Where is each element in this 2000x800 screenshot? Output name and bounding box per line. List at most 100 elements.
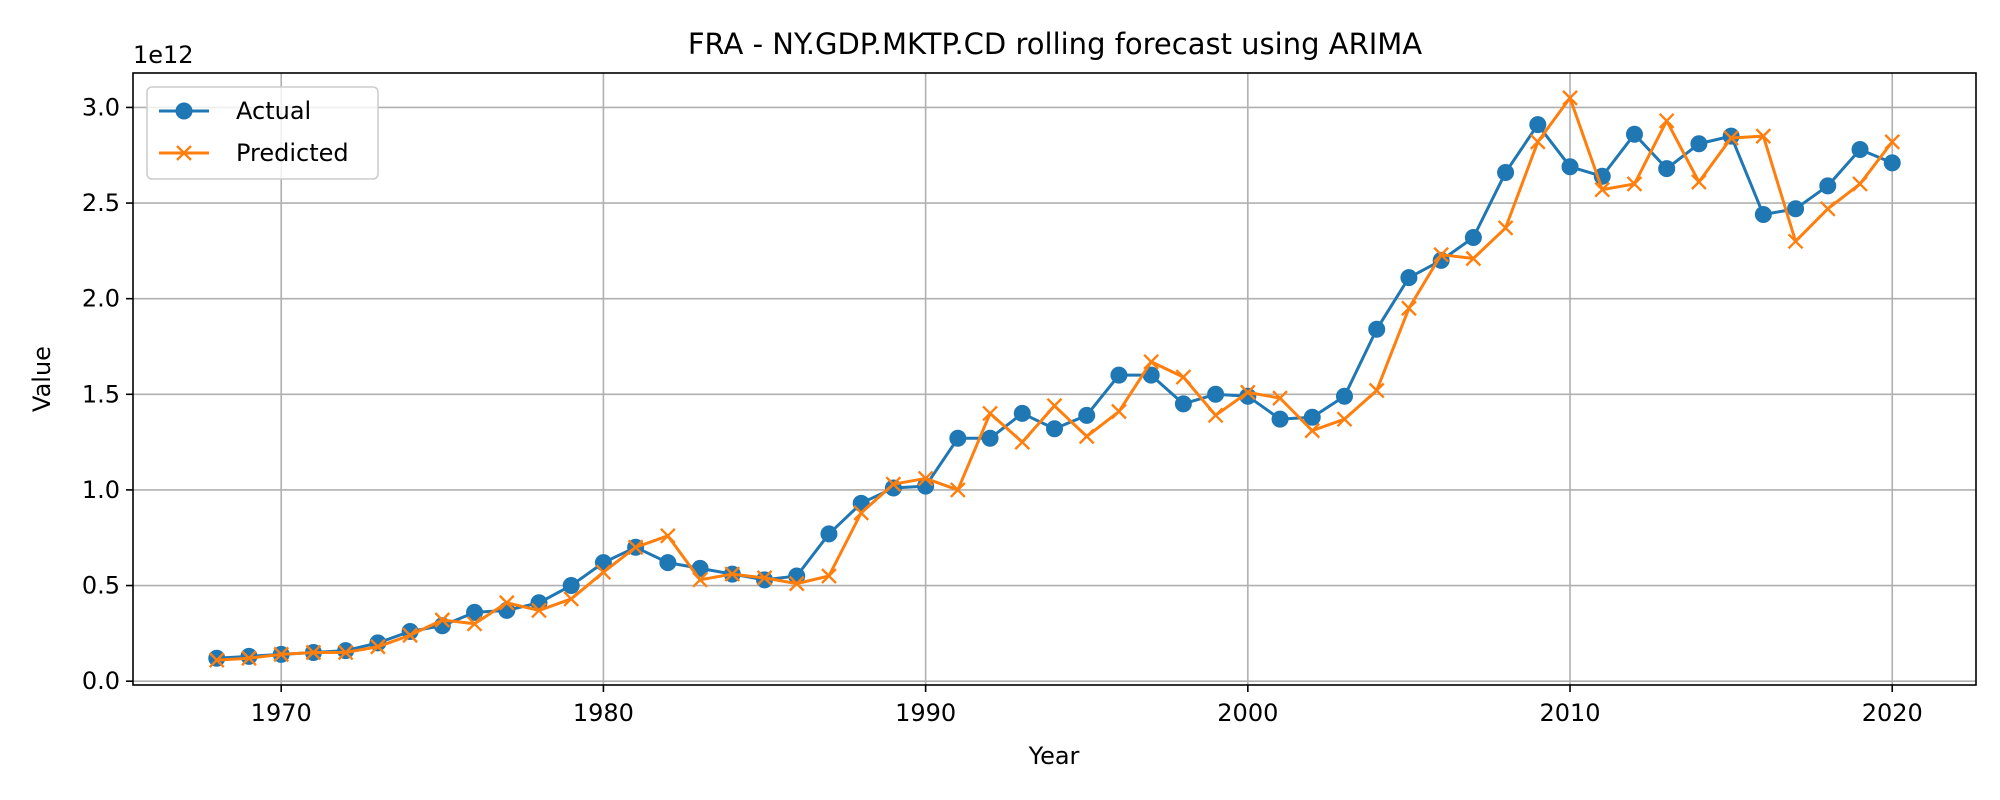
actual-point xyxy=(1046,420,1063,438)
actual-point xyxy=(1851,141,1869,158)
predicted-point xyxy=(1787,233,1804,250)
predicted-point xyxy=(1529,134,1546,150)
legend-marker-predicted xyxy=(176,145,192,161)
x-tick-label: 1980 xyxy=(573,699,634,727)
legend-item-predicted: Predicted xyxy=(159,139,349,167)
series-layer xyxy=(208,90,1901,668)
actual-point xyxy=(1335,387,1353,405)
predicted-point xyxy=(1658,112,1675,129)
predicted-point xyxy=(692,571,708,588)
predicted-point xyxy=(434,612,451,628)
predicted-point xyxy=(1111,403,1127,420)
predicted-point xyxy=(1497,220,1514,236)
predicted-point xyxy=(1046,397,1063,414)
predicted-point xyxy=(466,615,483,632)
predicted-point xyxy=(1465,250,1482,267)
predicted-point xyxy=(1401,300,1417,317)
predicted-point xyxy=(1143,353,1160,370)
predicted-point xyxy=(949,482,966,498)
predicted-point xyxy=(1207,407,1224,424)
actual-point xyxy=(466,603,484,621)
predicted-point xyxy=(208,652,225,668)
predicted-point xyxy=(756,570,773,586)
legend-item-actual: Actual xyxy=(159,97,311,125)
y-tick-label: 3.0 xyxy=(82,93,120,121)
predicted-point xyxy=(788,575,805,592)
actual-point xyxy=(1819,177,1837,195)
x-axis: 1970 1980 1990 2000 2010 2020 xyxy=(251,685,1923,727)
predicted-point xyxy=(821,568,837,584)
predicted-point xyxy=(1433,246,1449,263)
legend-label-actual: Actual xyxy=(236,97,311,125)
x-tick-label: 2010 xyxy=(1539,699,1600,727)
actual-point xyxy=(659,554,677,572)
actual-point xyxy=(1625,125,1643,143)
actual-point xyxy=(1400,269,1418,287)
legend-label-predicted: Predicted xyxy=(236,139,349,167)
predicted-point xyxy=(595,564,612,581)
x-axis-label: Year xyxy=(1028,742,1080,770)
predicted-point xyxy=(273,646,290,663)
actual-point xyxy=(949,429,967,447)
predicted-point xyxy=(563,591,580,607)
actual-point xyxy=(1529,116,1547,134)
y-tick-label: 2.0 xyxy=(82,285,120,313)
actual-point xyxy=(1174,395,1192,413)
actual-point xyxy=(1787,200,1805,218)
predicted-point xyxy=(305,644,322,661)
predicted-point xyxy=(660,527,676,544)
predicted-point xyxy=(337,644,354,661)
predicted-point xyxy=(1368,382,1385,399)
actual-point xyxy=(1013,404,1031,422)
actual-point xyxy=(1754,206,1772,224)
predicted-point xyxy=(498,594,515,611)
predicted-point xyxy=(1819,200,1836,217)
predicted-point xyxy=(1239,384,1256,401)
y-tick-label: 0.5 xyxy=(82,572,120,600)
predicted-point xyxy=(1723,130,1739,146)
actual-point xyxy=(1303,408,1321,426)
x-tick-label: 2000 xyxy=(1217,699,1278,727)
actual-point xyxy=(1561,158,1579,176)
x-tick-label: 1970 xyxy=(251,699,312,727)
predicted-point xyxy=(724,566,741,582)
y-axis: 0.0 0.5 1.0 1.5 2.0 2.5 3.0 xyxy=(82,93,133,695)
legend: Actual Predicted xyxy=(146,86,379,180)
y-offset-text: 1e12 xyxy=(133,41,194,69)
actual-point xyxy=(208,649,226,667)
actual-point xyxy=(1722,127,1740,145)
predicted-point xyxy=(1078,428,1095,445)
predicted-point xyxy=(1691,174,1707,190)
actual-point xyxy=(1368,320,1386,338)
predicted-point xyxy=(1304,422,1321,439)
predicted-point xyxy=(1272,390,1288,406)
y-tick-label: 0.0 xyxy=(82,667,120,695)
actual-point xyxy=(1658,160,1676,178)
legend-marker-actual xyxy=(175,102,193,120)
predicted-point xyxy=(982,405,998,422)
actual-point xyxy=(1690,135,1708,153)
predicted-point xyxy=(917,470,934,487)
actual-point xyxy=(1078,406,1096,424)
predicted-point xyxy=(1884,134,1901,150)
plot-frame xyxy=(132,72,1977,686)
predicted-point xyxy=(1175,369,1192,385)
actual-point xyxy=(1271,410,1289,428)
chart-title: FRA - NY.GDP.MKTP.CD rolling forecast us… xyxy=(688,27,1422,61)
predicted-point xyxy=(1594,181,1611,198)
predicted-point xyxy=(885,476,902,493)
predicted-point xyxy=(853,505,870,521)
predicted-point xyxy=(370,638,386,655)
y-tick-label: 2.5 xyxy=(82,189,120,217)
predicted-point xyxy=(402,627,418,644)
actual-point xyxy=(981,429,999,447)
predicted-point xyxy=(1755,128,1772,144)
actual-point xyxy=(1883,154,1901,172)
predicted-point xyxy=(531,602,547,619)
predicted-point xyxy=(1336,411,1353,428)
y-tick-label: 1.0 xyxy=(82,476,120,504)
actual-point xyxy=(1110,366,1128,384)
predicted-point xyxy=(241,650,257,667)
predicted-point xyxy=(1014,434,1031,450)
